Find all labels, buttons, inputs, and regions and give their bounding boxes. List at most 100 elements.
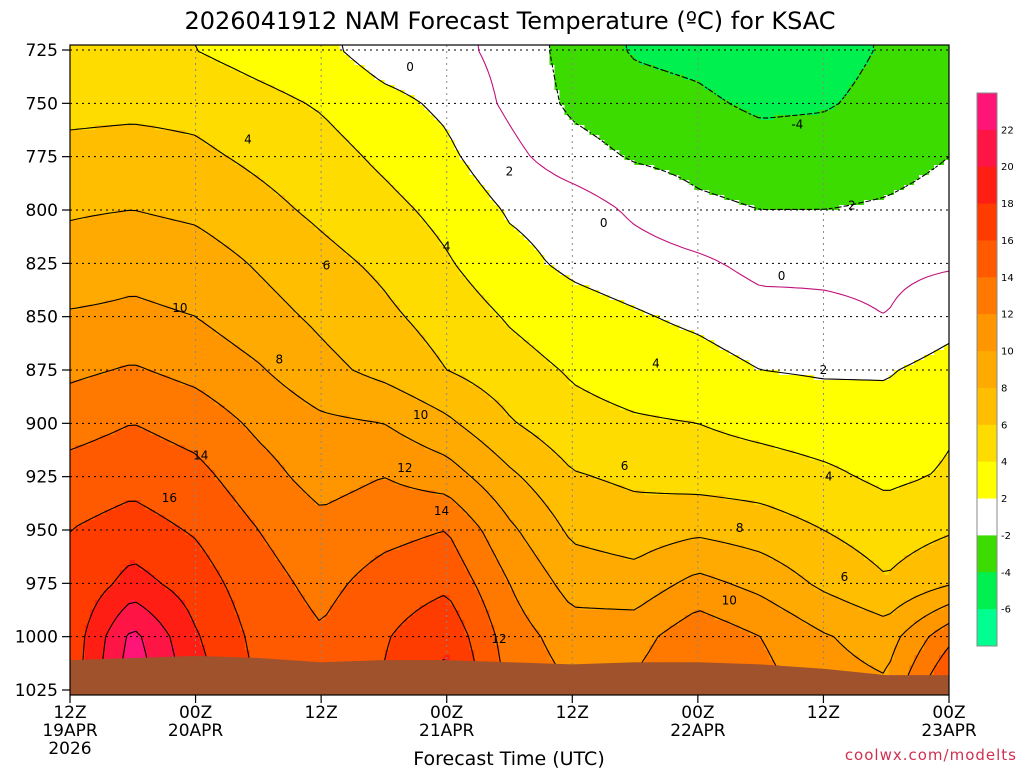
temperature-cell bbox=[539, 75, 546, 81]
temperature-cell bbox=[639, 90, 645, 96]
temperature-cell bbox=[124, 95, 131, 101]
temperature-cell bbox=[909, 140, 915, 146]
temperature-cell bbox=[624, 170, 630, 176]
temperature-cell bbox=[264, 45, 271, 51]
temperature-cell bbox=[799, 90, 805, 96]
temperature-cell bbox=[559, 100, 566, 106]
temperature-cell bbox=[414, 55, 421, 61]
temperature-cell bbox=[459, 130, 466, 136]
temperature-cell bbox=[114, 115, 121, 121]
temperature-cell bbox=[809, 140, 815, 146]
temperature-cell bbox=[694, 70, 700, 76]
temperature-cell bbox=[909, 110, 915, 116]
temperature-cell bbox=[719, 80, 725, 86]
temperature-cell bbox=[599, 175, 605, 181]
temperature-cell bbox=[654, 75, 660, 81]
temperature-cell bbox=[874, 165, 880, 171]
temperature-cell bbox=[889, 155, 895, 161]
temperature-cell bbox=[679, 115, 685, 121]
temperature-cell bbox=[469, 165, 476, 171]
temperature-cell bbox=[119, 70, 126, 76]
temperature-cell bbox=[889, 145, 895, 151]
temperature-cell bbox=[469, 75, 476, 81]
temperature-cell bbox=[184, 70, 191, 76]
temperature-cell bbox=[784, 85, 790, 91]
temperature-cell bbox=[84, 140, 91, 146]
temperature-cell bbox=[284, 125, 291, 131]
temperature-cell bbox=[529, 90, 536, 96]
temperature-cell bbox=[274, 45, 281, 51]
temperature-cell bbox=[309, 60, 316, 66]
temperature-cell bbox=[659, 65, 665, 71]
temperature-cell bbox=[769, 170, 775, 176]
temperature-cell bbox=[614, 180, 620, 186]
temperature-cell bbox=[159, 105, 166, 111]
temperature-cell bbox=[839, 170, 845, 176]
temperature-cell bbox=[584, 110, 590, 116]
temperature-cell bbox=[339, 135, 346, 141]
temperature-cell bbox=[269, 110, 276, 116]
temperature-cell bbox=[859, 145, 865, 151]
temperature-cell bbox=[319, 125, 326, 131]
temperature-cell bbox=[504, 45, 511, 51]
temperature-cell bbox=[799, 75, 805, 81]
temperature-cell bbox=[569, 125, 576, 131]
temperature-cell bbox=[914, 65, 920, 71]
temperature-cell bbox=[204, 60, 211, 66]
temperature-cell bbox=[859, 160, 865, 166]
temperature-cell bbox=[819, 155, 825, 161]
temperature-cell bbox=[419, 145, 426, 151]
temperature-cell bbox=[304, 55, 311, 61]
temperature-cell bbox=[614, 100, 620, 106]
temperature-cell bbox=[234, 135, 241, 141]
temperature-cell bbox=[539, 145, 546, 151]
temperature-cell bbox=[104, 165, 111, 171]
temperature-cell bbox=[909, 155, 915, 161]
temperature-cell bbox=[489, 70, 496, 76]
temperature-cell bbox=[749, 100, 755, 106]
temperature-cell bbox=[579, 115, 586, 121]
temperature-cell bbox=[624, 50, 630, 56]
temperature-cell bbox=[609, 95, 615, 101]
temperature-cell bbox=[749, 165, 755, 171]
temperature-cell bbox=[759, 140, 765, 146]
temperature-cell bbox=[724, 125, 730, 131]
temperature-cell bbox=[169, 125, 176, 131]
temperature-cell bbox=[389, 120, 396, 126]
temperature-cell bbox=[889, 125, 895, 131]
temperature-cell bbox=[149, 185, 156, 191]
temperature-cell bbox=[119, 145, 126, 151]
temperature-cell bbox=[789, 60, 795, 66]
temperature-cell bbox=[829, 110, 835, 116]
temperature-cell bbox=[159, 180, 166, 186]
temperature-cell bbox=[444, 60, 451, 66]
temperature-cell bbox=[804, 110, 810, 116]
temperature-cell bbox=[169, 180, 176, 186]
temperature-cell bbox=[604, 100, 610, 106]
temperature-cell bbox=[184, 50, 191, 56]
temperature-cell bbox=[384, 140, 391, 146]
temperature-cell bbox=[774, 65, 780, 71]
temperature-cell bbox=[934, 115, 940, 121]
temperature-cell bbox=[819, 55, 825, 61]
temperature-cell bbox=[584, 140, 590, 146]
temperature-cell bbox=[444, 155, 451, 161]
temperature-cell bbox=[70, 50, 76, 56]
temperature-cell bbox=[494, 85, 501, 91]
temperature-cell bbox=[554, 170, 561, 176]
temperature-cell bbox=[584, 50, 590, 56]
temperature-cell bbox=[509, 120, 516, 126]
temperature-cell bbox=[199, 115, 206, 121]
temperature-cell bbox=[194, 185, 201, 191]
temperature-cell bbox=[104, 75, 111, 81]
temperature-cell bbox=[264, 85, 271, 91]
temperature-cell bbox=[824, 45, 830, 51]
temperature-cell bbox=[569, 130, 576, 136]
temperature-cell bbox=[404, 75, 411, 81]
temperature-cell bbox=[139, 45, 146, 51]
temperature-cell bbox=[139, 65, 146, 71]
temperature-cell bbox=[854, 60, 860, 66]
temperature-cell bbox=[829, 75, 835, 81]
temperature-cell bbox=[129, 105, 136, 111]
temperature-cell bbox=[449, 125, 456, 131]
